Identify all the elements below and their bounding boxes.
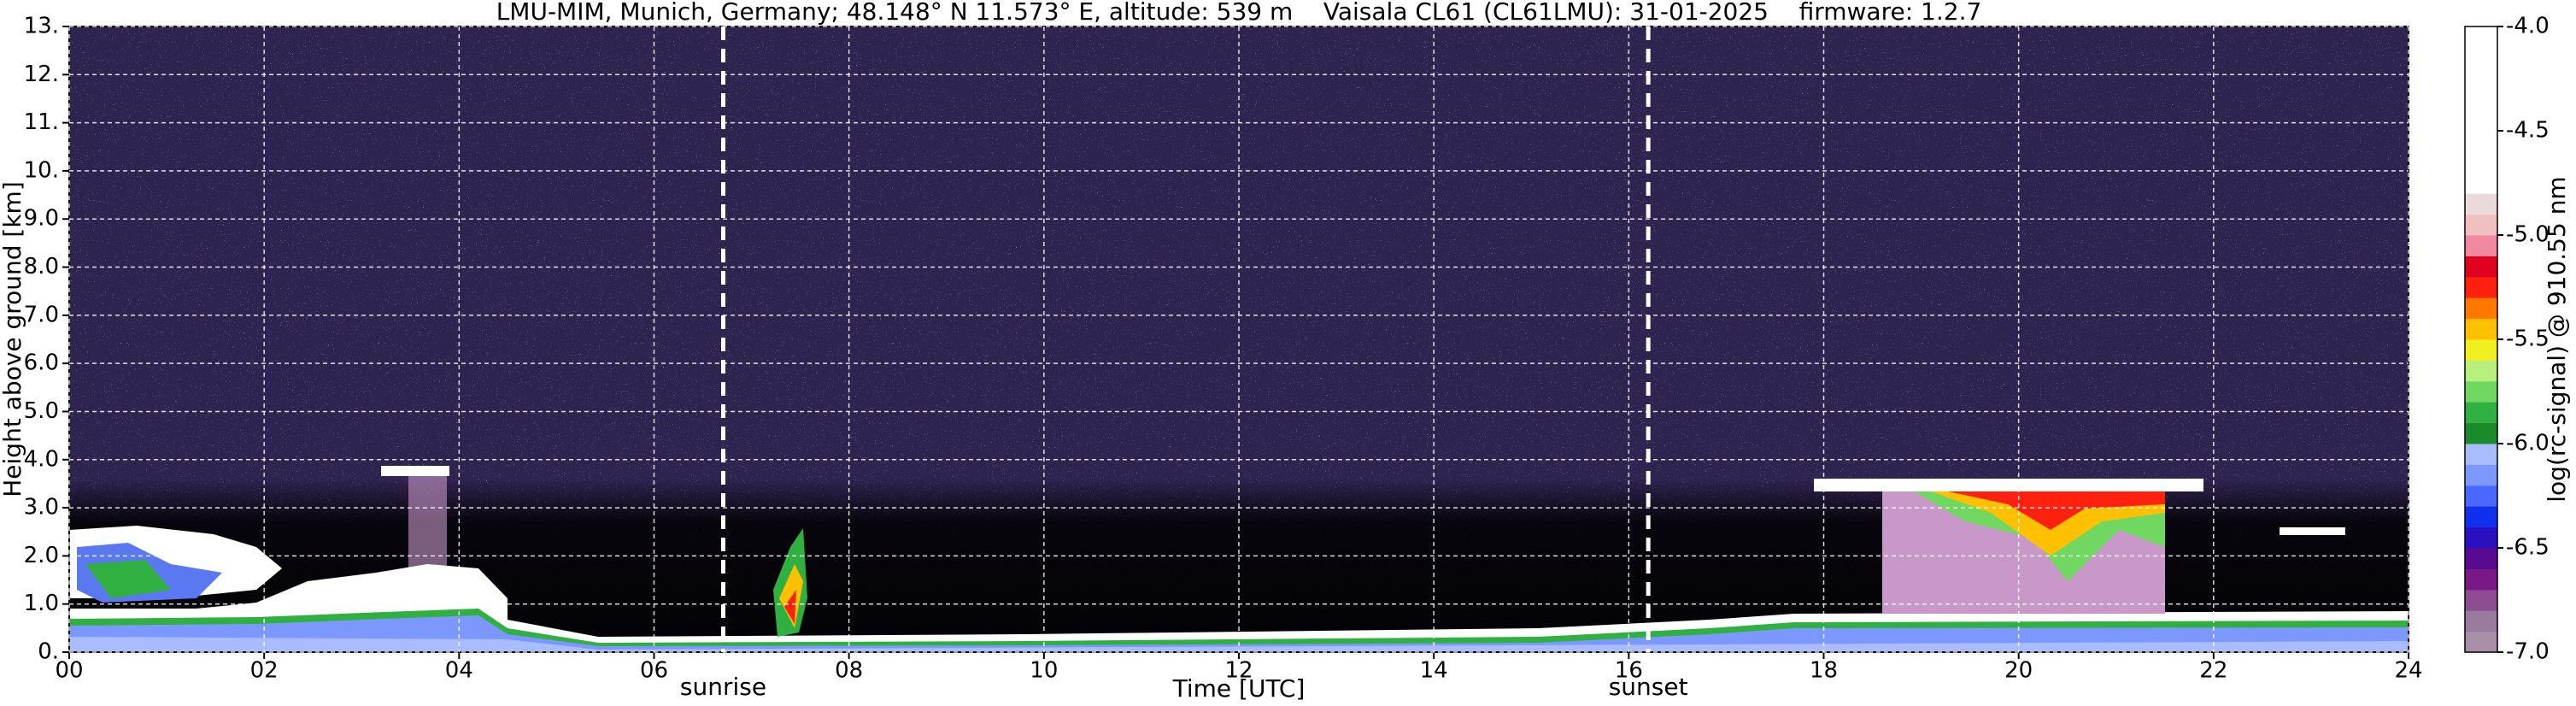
x-tick-label: 18	[1810, 658, 1838, 684]
y-tick-label: 8.0	[24, 254, 59, 279]
colorbar-segment	[2465, 339, 2497, 361]
colorbar-tick-label: -7.0	[2506, 639, 2550, 665]
y-tick-label: 0.	[38, 639, 59, 665]
y-tick-label: 7.0	[24, 302, 59, 327]
colorbar-tick-label: -4.0	[2506, 14, 2550, 39]
x-tick-label: 08	[835, 658, 863, 684]
y-tick-label: 12.	[24, 62, 59, 87]
colorbar-segment	[2465, 464, 2497, 486]
colorbar-tick-label: -4.5	[2506, 118, 2550, 144]
colorbar-segment	[2465, 568, 2497, 591]
y-tick-label: 5.0	[24, 398, 59, 424]
colorbar-segment	[2465, 548, 2497, 569]
chart-title: LMU-MIM, Munich, Germany; 48.148° N 11.5…	[496, 0, 1982, 26]
colorbar-tick-label: -6.5	[2506, 535, 2550, 561]
colorbar-segment	[2465, 318, 2497, 340]
colorbar-tick-label: -5.0	[2506, 222, 2550, 248]
colorbar-tick-label: -5.5	[2506, 327, 2550, 352]
colorbar-segment	[2465, 256, 2497, 278]
x-tick-label: 14	[1420, 658, 1448, 684]
colorbar-segment	[2465, 297, 2497, 320]
x-tick-label: 16	[1615, 658, 1643, 684]
x-tick-label: 24	[2394, 658, 2422, 684]
colorbar-segment	[2465, 402, 2497, 424]
x-tick-label: 06	[640, 658, 668, 684]
colorbar-tick-label: -6.0	[2506, 431, 2550, 456]
colorbar-segment	[2465, 276, 2497, 298]
colorbar-segment	[2465, 360, 2497, 382]
x-tick-label: 22	[2199, 658, 2227, 684]
colorbar-segment	[2465, 610, 2497, 632]
y-axis-title: Height above ground [km]	[0, 181, 26, 497]
colorbar-title: log(rc-signal) @ 910.55 nm	[2543, 176, 2571, 502]
y-tick-label: 1.0	[24, 591, 59, 616]
colorbar-segment	[2465, 444, 2497, 465]
x-tick-label: 10	[1030, 658, 1058, 684]
colorbar-segment	[2465, 235, 2497, 256]
y-tick-label: 6.0	[24, 350, 59, 376]
colorbar-segment	[2465, 527, 2497, 549]
annotation-label: sunrise	[680, 673, 766, 701]
x-tick-label: 12	[1224, 658, 1253, 684]
y-tick-label: 3.0	[24, 495, 59, 521]
annotation-label: sunset	[1609, 673, 1688, 701]
colorbar-segment	[2465, 26, 2497, 194]
colorbar-segment	[2465, 380, 2497, 403]
y-tick-label: 10.	[24, 157, 59, 183]
colorbar-segment	[2465, 485, 2497, 507]
colorbar-segment	[2465, 193, 2497, 215]
y-tick-label: 11.	[24, 109, 59, 135]
x-axis-title: Time [UTC]	[1172, 674, 1306, 703]
x-tick-label: 20	[2004, 658, 2033, 684]
y-tick-label: 9.0	[24, 206, 59, 232]
x-tick-label: 02	[250, 658, 279, 684]
x-tick-label: 00	[55, 658, 83, 684]
colorbar-segment	[2465, 589, 2497, 611]
y-tick-label: 13.	[24, 14, 59, 39]
colorbar-segment	[2465, 422, 2497, 444]
y-tick-label: 4.0	[24, 446, 59, 472]
colorbar-segment	[2465, 631, 2497, 653]
colorbar-segment	[2465, 214, 2497, 236]
y-tick-label: 2.0	[24, 543, 59, 568]
x-tick-label: 04	[445, 658, 473, 684]
colorbar-segment	[2465, 506, 2497, 528]
